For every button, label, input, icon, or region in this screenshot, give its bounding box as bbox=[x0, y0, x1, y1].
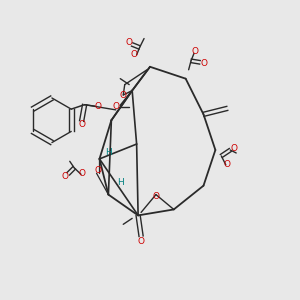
Text: O: O bbox=[120, 91, 127, 100]
Text: H: H bbox=[105, 148, 112, 158]
Text: O: O bbox=[230, 144, 237, 153]
Text: O: O bbox=[112, 102, 119, 111]
Text: O: O bbox=[152, 192, 159, 201]
Text: O: O bbox=[224, 160, 231, 169]
Text: O: O bbox=[94, 102, 101, 111]
Text: O: O bbox=[130, 50, 137, 59]
Text: O: O bbox=[125, 38, 132, 47]
Text: O: O bbox=[138, 237, 145, 246]
Text: O: O bbox=[78, 169, 85, 178]
Text: O: O bbox=[78, 120, 85, 129]
Text: H: H bbox=[117, 178, 124, 187]
Text: O: O bbox=[61, 172, 68, 181]
Text: O: O bbox=[191, 47, 198, 56]
Text: O: O bbox=[94, 166, 101, 175]
Text: O: O bbox=[201, 59, 208, 68]
